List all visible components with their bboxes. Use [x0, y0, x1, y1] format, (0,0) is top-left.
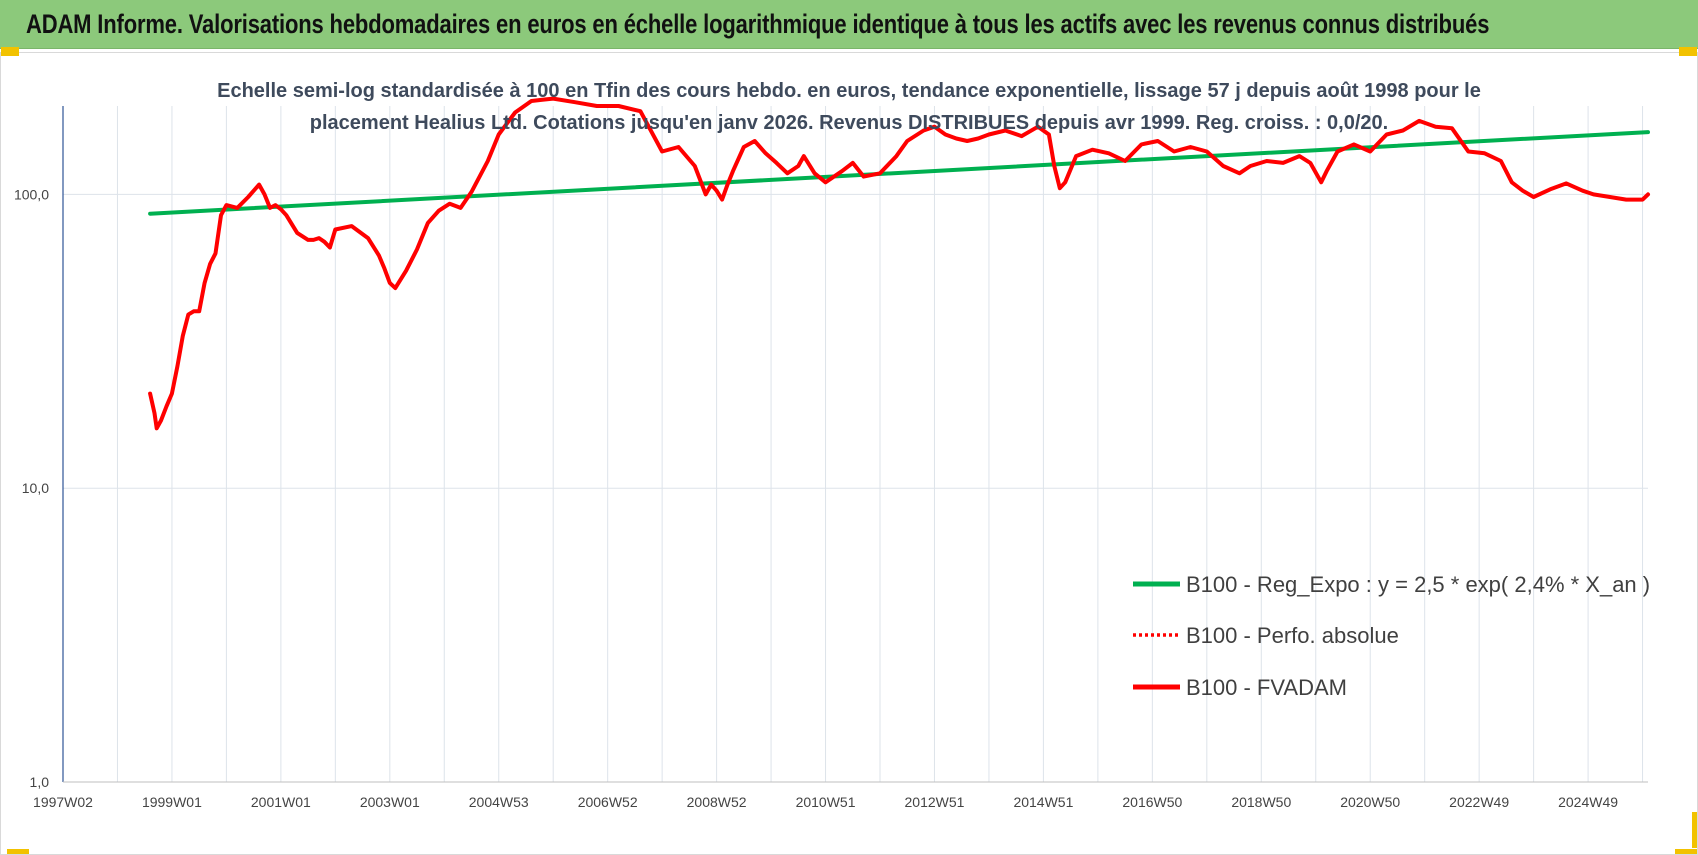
chart-title-line-2: placement Healius Ltd. Cotations jusqu'e… [310, 112, 1388, 134]
legend-label-perfo-absolue: B100 - Perfo. absolue [1186, 623, 1399, 648]
legend: B100 - Reg_Expo : y = 2,5 * exp( 2,4% * … [1133, 572, 1650, 700]
corner-mark-bottom-left [7, 849, 29, 854]
series-line-reg-expo [148, 130, 1650, 216]
chart-title-line-1: Echelle semi-log standardisée à 100 en T… [217, 80, 1481, 102]
x-tick-label: 2024W49 [1558, 794, 1618, 810]
y-tick-label: 100,0 [14, 186, 49, 202]
corner-mark-bottom-right-h [1675, 849, 1697, 854]
y-tick-label: 10,0 [22, 480, 49, 496]
x-tick-label: 2004W53 [469, 794, 529, 810]
corner-mark-top-left [1, 47, 19, 56]
corner-mark-bottom-right-v [1692, 812, 1697, 848]
x-tick-label: 2006W52 [578, 794, 638, 810]
x-tick-label: 2018W50 [1231, 794, 1291, 810]
corner-mark-top-right [1679, 47, 1697, 56]
x-tick-label: 2012W51 [905, 794, 965, 810]
x-tick-label: 1997W02 [33, 794, 93, 810]
series-line-fvadam [148, 96, 1650, 431]
x-tick-label: 2014W51 [1013, 794, 1073, 810]
legend-label-reg-expo: B100 - Reg_Expo : y = 2,5 * exp( 2,4% * … [1186, 572, 1650, 597]
x-tick-label: 2010W51 [796, 794, 856, 810]
title-banner: ADAM Informe. Valorisations hebdomadaire… [0, 0, 1698, 49]
legend-label-fvadam: B100 - FVADAM [1186, 675, 1347, 700]
x-tick-label: 2022W49 [1449, 794, 1509, 810]
x-tick-label: 2001W01 [251, 794, 311, 810]
x-tick-label: 2008W52 [687, 794, 747, 810]
x-tick-label: 2016W50 [1122, 794, 1182, 810]
y-tick-label: 1,0 [30, 774, 50, 790]
chart-title: Echelle semi-log standardisée à 100 en T… [217, 80, 1481, 134]
x-tick-label: 2020W50 [1340, 794, 1400, 810]
axes: 1,0 10,0 100,0 1997W02 1999W01 2001W01 2003W01… [14, 106, 1648, 810]
report-title: ADAM Informe. Valorisations hebdomadaire… [26, 9, 1490, 39]
x-tick-label: 1999W01 [142, 794, 202, 810]
x-tick-label: 2003W01 [360, 794, 420, 810]
grid-lines [62, 106, 1648, 783]
series-layer [148, 96, 1650, 431]
